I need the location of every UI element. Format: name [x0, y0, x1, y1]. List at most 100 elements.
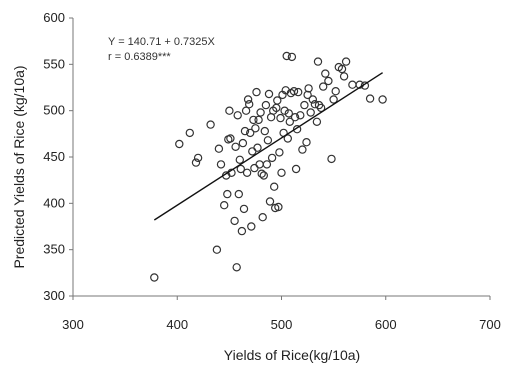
y-tick-label: 400 [43, 195, 65, 210]
y-axis-title: Predicted Yields of Rice (kg/10a) [11, 65, 27, 268]
data-point [284, 109, 293, 118]
data-point [255, 160, 264, 169]
data-point [277, 168, 286, 177]
labels: Y = 140.71 + 0.7325X r = 0.6389*** Yield… [11, 36, 360, 363]
data-point [360, 81, 370, 90]
data-point [175, 139, 184, 149]
data-point [212, 245, 222, 254]
data-point [239, 204, 249, 214]
data-point [251, 124, 260, 133]
data-point [216, 160, 226, 169]
data-point [316, 103, 326, 113]
data-point [306, 108, 315, 117]
data-point [214, 144, 224, 153]
data-point [378, 95, 387, 104]
data-point [298, 145, 307, 154]
data-point [321, 69, 330, 78]
data-point [256, 108, 265, 117]
data-point [233, 111, 242, 120]
x-tick-label: 700 [479, 317, 501, 332]
data-point [273, 96, 282, 105]
data-point [223, 189, 232, 199]
y-tick-label: 300 [43, 288, 65, 303]
data-point [285, 117, 294, 127]
regression-equation: Y = 140.71 + 0.7325X [108, 36, 215, 48]
x-tick-label: 600 [375, 317, 397, 332]
data-point [248, 147, 257, 156]
data-point [243, 95, 253, 104]
data-point [249, 115, 258, 125]
data-point [238, 138, 248, 148]
data-point [237, 226, 247, 236]
data-point [287, 52, 297, 62]
y-tick-label: 500 [43, 103, 65, 118]
data-point [260, 126, 269, 136]
data-point [193, 153, 203, 163]
data-point [236, 164, 245, 174]
data-point [289, 86, 299, 96]
data-point [232, 263, 241, 272]
data-point [302, 137, 311, 147]
data-point [242, 168, 252, 177]
data-point [225, 106, 234, 115]
data-point [290, 112, 300, 122]
y-tick-label: 350 [43, 242, 65, 257]
data-point [300, 100, 309, 110]
data-point [267, 153, 277, 163]
data-point [234, 189, 243, 199]
data-point [275, 148, 284, 157]
data-point [348, 80, 357, 89]
data-point [304, 84, 313, 93]
data-point [240, 126, 250, 136]
data-point [274, 202, 283, 212]
data-point [291, 164, 301, 174]
data-point [254, 115, 263, 125]
data-point [365, 94, 375, 103]
correlation-coefficient: r = 0.6389*** [108, 51, 171, 63]
data-point [235, 155, 244, 164]
data-point [329, 95, 338, 104]
data-point [308, 95, 317, 104]
data-point [282, 51, 291, 61]
data-point [150, 273, 159, 282]
regression-line [153, 72, 384, 221]
data-point [219, 200, 229, 210]
data-point [313, 57, 323, 66]
data-point [185, 128, 194, 138]
data-point [310, 99, 320, 109]
data-point [276, 113, 285, 123]
data-point [247, 222, 256, 231]
data-point [283, 134, 292, 143]
data-point [339, 72, 349, 81]
data-points [150, 51, 387, 282]
x-tick-label: 400 [166, 317, 188, 332]
x-axis-title: Yields of Rice(kg/10a) [224, 347, 360, 363]
data-point [264, 89, 274, 99]
data-point [241, 106, 251, 115]
x-tick-label: 300 [62, 317, 84, 332]
data-point [258, 212, 267, 222]
data-point [191, 158, 201, 167]
x-tick-label: 500 [271, 317, 293, 332]
data-point [226, 134, 235, 143]
y-tick-label: 550 [43, 56, 65, 71]
data-point [341, 57, 351, 66]
data-point [244, 99, 254, 109]
data-point [231, 142, 240, 151]
data-point [252, 87, 261, 97]
y-tick-label: 450 [43, 149, 65, 164]
data-point [280, 106, 289, 115]
data-point [319, 82, 328, 91]
data-point [263, 136, 273, 145]
y-tick-label: 600 [43, 10, 65, 25]
data-point [257, 169, 266, 178]
data-point [331, 86, 340, 96]
data-point [250, 163, 259, 173]
data-point [245, 128, 255, 138]
data-point [261, 100, 271, 110]
data-point [262, 160, 272, 169]
data-point [259, 171, 268, 180]
data-point [337, 64, 347, 74]
data-point [265, 197, 275, 206]
